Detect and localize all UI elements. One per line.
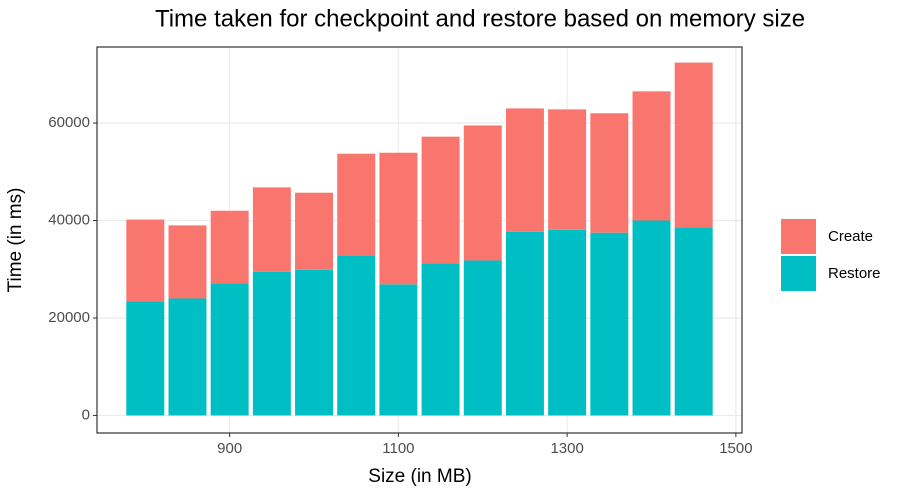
bar-segment: [295, 269, 334, 416]
bar-segment: [337, 153, 376, 256]
y-axis-title: Time (in ms): [5, 188, 26, 293]
bar-segment: [505, 231, 544, 416]
bar-segment: [674, 62, 713, 228]
y-tick-label: 40000: [48, 211, 90, 228]
y-tick-label: 20000: [48, 309, 90, 326]
bar-segment: [590, 232, 629, 416]
bar-segment: [210, 210, 249, 284]
bar-segment: [379, 284, 418, 416]
bar-segment: [210, 283, 249, 416]
bar-segment: [632, 91, 671, 221]
bar-segment: [548, 229, 587, 416]
x-tick-label: 900: [217, 440, 242, 457]
x-tick-label: 1500: [719, 440, 752, 457]
bar-segment: [252, 187, 291, 272]
legend-label: Restore: [828, 265, 881, 282]
bar-segment: [252, 271, 291, 416]
x-axis-title: Size (in MB): [368, 466, 471, 487]
x-tick-label: 1100: [382, 440, 414, 457]
x-tick-label: 1300: [550, 440, 583, 457]
bar-segment: [674, 227, 713, 416]
chart-title: Time taken for checkpoint and restore ba…: [155, 5, 805, 32]
bar-segment: [421, 136, 460, 264]
bar-segment: [379, 152, 418, 285]
bar-segment: [590, 113, 629, 233]
legend-label: Create: [828, 228, 873, 245]
legend-key: [781, 219, 816, 254]
bar-segment: [337, 255, 376, 416]
panel-border: [96, 46, 743, 434]
bar-segment: [463, 125, 502, 261]
bar-segment: [168, 225, 207, 299]
bar-segment: [126, 301, 165, 416]
bar-segment: [463, 260, 502, 416]
bar-segment: [295, 192, 334, 270]
bar-segment: [632, 220, 671, 416]
bar-segment: [548, 109, 587, 230]
y-tick-label: 0: [82, 406, 90, 423]
legend-key: [781, 256, 816, 291]
bar-segment: [168, 298, 207, 416]
bar-segment: [505, 108, 544, 232]
bar-segment: [421, 263, 460, 416]
bar-segment: [126, 219, 165, 302]
y-tick-label: 60000: [48, 114, 90, 131]
